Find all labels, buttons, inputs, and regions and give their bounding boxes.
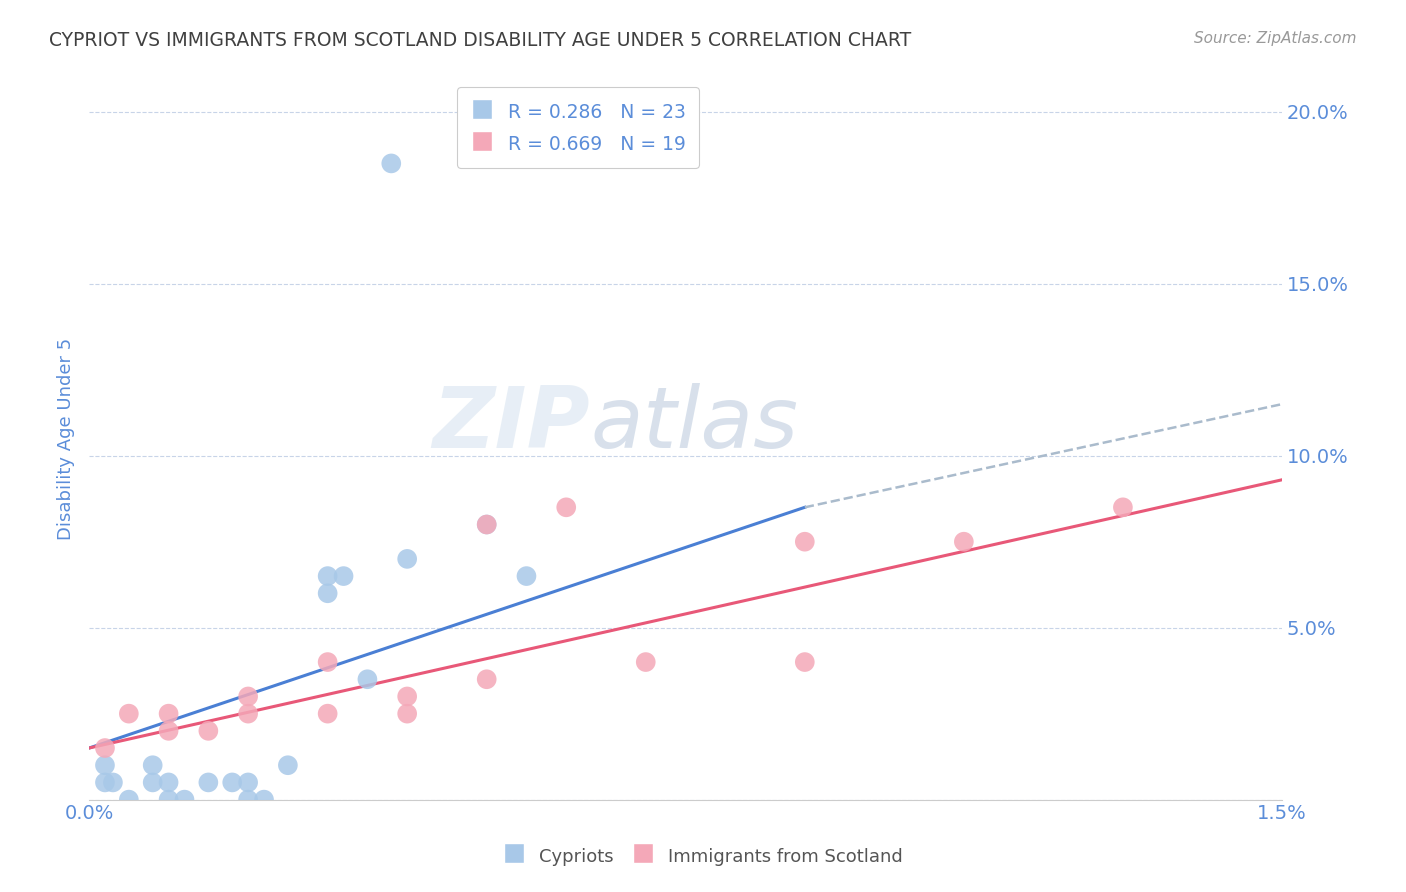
Text: atlas: atlas [591,383,799,466]
Point [396,552,419,566]
Point [197,775,219,789]
Point [142,758,165,772]
Point [236,706,259,721]
Point [157,792,180,806]
Point [157,775,180,789]
Point [101,775,124,789]
Text: CYPRIOT VS IMMIGRANTS FROM SCOTLAND DISABILITY AGE UNDER 5 CORRELATION CHART: CYPRIOT VS IMMIGRANTS FROM SCOTLAND DISA… [49,31,911,50]
Point [475,672,498,686]
Point [118,792,141,806]
Point [253,792,276,806]
Point [356,672,378,686]
Point [94,758,117,772]
Point [634,655,657,669]
Point [316,655,339,669]
Point [515,569,537,583]
Point [475,517,498,532]
Point [953,534,976,549]
Point [173,792,195,806]
Point [316,569,339,583]
Point [396,706,419,721]
Point [555,500,578,515]
Point [277,758,299,772]
Point [142,775,165,789]
Point [1112,500,1135,515]
Point [94,741,117,756]
Point [380,156,402,170]
Point [94,775,117,789]
Point [396,690,419,704]
Point [157,706,180,721]
Point [118,706,141,721]
Point [221,775,243,789]
Text: Source: ZipAtlas.com: Source: ZipAtlas.com [1194,31,1357,46]
Point [332,569,354,583]
Point [793,655,815,669]
Point [475,517,498,532]
Text: ZIP: ZIP [433,383,591,466]
Point [236,690,259,704]
Legend: Cypriots, Immigrants from Scotland: Cypriots, Immigrants from Scotland [496,838,910,874]
Point [793,534,815,549]
Legend: R = 0.286   N = 23, R = 0.669   N = 19: R = 0.286 N = 23, R = 0.669 N = 19 [457,87,699,169]
Point [316,586,339,600]
Point [197,723,219,738]
Point [236,792,259,806]
Point [157,723,180,738]
Point [236,775,259,789]
Y-axis label: Disability Age Under 5: Disability Age Under 5 [58,337,75,540]
Point [316,706,339,721]
